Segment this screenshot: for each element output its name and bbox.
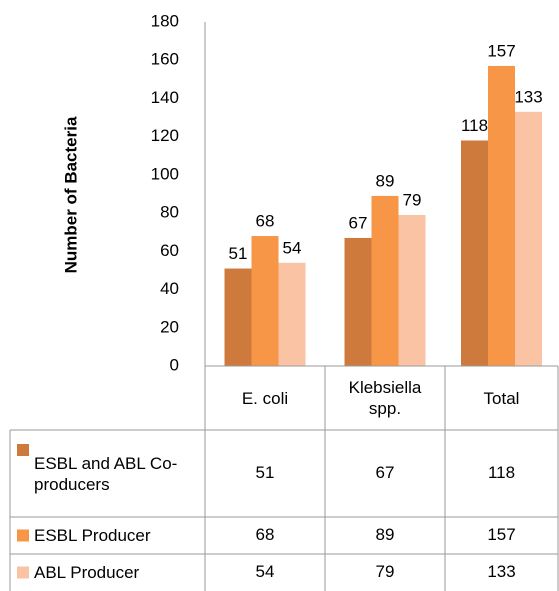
bar — [461, 140, 488, 366]
data-label: 68 — [256, 212, 275, 231]
bar — [344, 237, 372, 366]
y-tick-label: 80 — [160, 203, 179, 222]
bar — [398, 215, 426, 366]
table-value: 118 — [488, 463, 515, 482]
y-tick-label: 20 — [160, 317, 179, 336]
bar — [224, 268, 252, 366]
table-value: 68 — [256, 525, 275, 544]
legend-label-box: ESBL and ABL Co-producers — [34, 453, 178, 494]
category-label: Total — [483, 388, 520, 408]
y-tick-label: 100 — [151, 164, 179, 183]
category-label: E. coli — [241, 388, 289, 408]
category-label-box: Klebsiella spp. — [348, 378, 422, 418]
legend-label-box: ABL Producer — [34, 563, 140, 582]
legend-label: ESBL and ABL Co-producers — [34, 453, 178, 494]
table-value: 51 — [256, 463, 275, 482]
legend-label-box: ESBL Producer — [34, 526, 151, 545]
bar — [488, 65, 515, 366]
bar — [371, 195, 399, 366]
bar — [278, 262, 306, 366]
y-tick-label: 140 — [151, 88, 179, 107]
data-label: 54 — [283, 238, 302, 257]
category-label-box: Total — [483, 388, 520, 408]
category-label-box: E. coli — [241, 388, 289, 408]
bar — [251, 236, 279, 366]
y-tick-label: 0 — [170, 355, 179, 374]
y-tick-label: 180 — [151, 11, 179, 30]
table-value: 67 — [376, 463, 395, 482]
table-value: 54 — [256, 562, 275, 581]
data-label: 157 — [487, 41, 515, 60]
y-tick-label: 160 — [151, 50, 179, 69]
data-label: 79 — [403, 191, 422, 210]
y-tick-label: 40 — [160, 279, 179, 298]
y-tick-label: 60 — [160, 241, 179, 260]
legend-swatch — [17, 444, 29, 456]
table-value: 133 — [487, 562, 515, 581]
data-label: 118 — [461, 116, 488, 135]
data-label: 51 — [229, 244, 248, 263]
y-tick-label: 120 — [151, 126, 179, 145]
data-label: 89 — [376, 171, 395, 190]
bar — [515, 111, 542, 366]
data-label: 67 — [349, 213, 368, 232]
legend-label: ABL Producer — [34, 563, 140, 582]
data-label: 133 — [514, 87, 542, 106]
table-value: 157 — [487, 525, 515, 544]
y-axis-label: Number of Bacteria — [61, 116, 80, 273]
table-value: 79 — [376, 562, 395, 581]
category-label: Klebsiella spp. — [348, 378, 422, 418]
table-value: 89 — [376, 525, 395, 544]
legend-swatch — [17, 566, 29, 579]
legend-swatch — [17, 529, 29, 542]
legend-label: ESBL Producer — [34, 526, 151, 545]
